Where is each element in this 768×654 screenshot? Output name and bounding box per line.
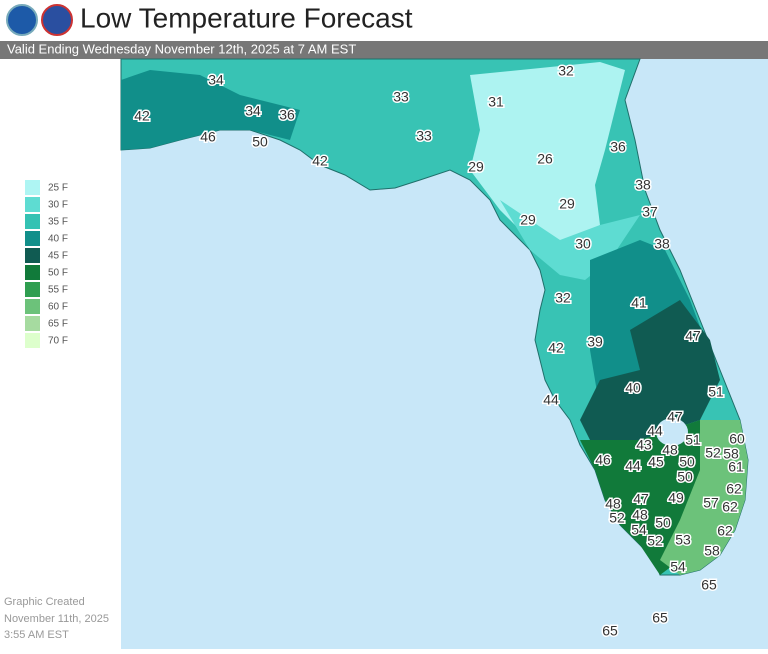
temperature-label: 34 [208,72,224,88]
footer-line: 3:55 AM EST [4,629,69,641]
temperature-label: 54 [670,559,686,575]
temperature-label: 50 [677,469,693,485]
temperature-label: 62 [717,523,733,539]
temperature-label: 48 [605,496,621,512]
legend-swatch [25,248,40,263]
subtitle-bar [0,41,768,59]
subtitle: Valid Ending Wednesday November 12th, 20… [7,41,356,56]
legend-swatch [25,299,40,314]
temperature-label: 60 [729,431,745,447]
temperature-label: 62 [722,499,738,515]
temperature-label: 51 [708,384,724,400]
temperature-label: 38 [654,236,670,252]
temperature-label: 41 [631,295,647,311]
temperature-label: 46 [595,452,611,468]
temperature-label: 50 [679,454,695,470]
temperature-label: 53 [675,532,691,548]
temperature-label: 37 [642,204,658,220]
legend-swatch [25,180,40,195]
temperature-label: 30 [575,236,591,252]
legend-label: 60 F [48,302,68,313]
temperature-label: 50 [655,515,671,531]
footer-line: Graphic Created [4,596,85,608]
nws-logo [41,4,73,36]
temperature-label: 33 [393,89,409,105]
legend-swatch [25,316,40,331]
temperature-label: 32 [558,63,574,79]
legend: 25 F 30 F 35 F 40 F 45 F 50 F 55 F 60 F 65 F 70 F [25,180,68,348]
temperature-label: 58 [704,543,720,559]
temperature-label: 54 [631,522,647,538]
lake-okeechobee [656,418,688,446]
cold-zone [470,62,625,245]
temperature-label: 65 [701,577,717,593]
temperature-label: 62 [726,481,742,497]
legend-label: 25 F [48,183,68,194]
legend-swatch [25,333,40,348]
temperature-label: 61 [728,459,744,475]
legend-label: 30 F [48,200,68,211]
temperature-label: 44 [647,423,663,439]
temperature-label: 42 [548,340,564,356]
legend-label: 35 F [48,217,68,228]
temperature-label: 43 [636,437,652,453]
temperature-label: 44 [543,392,559,408]
legend-label: 45 F [48,251,68,262]
temperature-label: 48 [632,507,648,523]
legend-label: 70 F [48,336,68,347]
temperature-label: 47 [633,491,649,507]
temperature-label: 47 [685,328,701,344]
temperature-label: 33 [416,128,432,144]
temperature-label: 38 [635,177,651,193]
temperature-label: 52 [647,533,663,549]
temperature-label: 48 [662,442,678,458]
temperature-label: 42 [312,153,328,169]
temperature-label: 42 [134,108,150,124]
title: Low Temperature Forecast [80,2,413,33]
east-coast-zone [660,420,748,575]
legend-label: 65 F [48,319,68,330]
temperature-label: 52 [609,510,625,526]
temperature-label: 49 [668,490,684,506]
temperature-label: 44 [625,458,641,474]
legend-swatch [25,265,40,280]
noaa-logo [6,4,38,36]
temperature-label: 46 [200,129,216,145]
temperature-label: 29 [520,212,536,228]
temperature-label: 52 [705,445,721,461]
temperature-label: 40 [625,380,641,396]
temperature-label: 36 [610,139,626,155]
temperature-label: 50 [252,134,268,150]
temperature-label: 45 [648,454,664,470]
legend-label: 40 F [48,234,68,245]
legend-swatch [25,282,40,297]
legend-swatch [25,214,40,229]
temperature-label: 65 [602,623,618,639]
footer-line: November 11th, 2025 [4,613,109,625]
temperature-label: 34 [245,103,261,119]
legend-swatch [25,197,40,212]
lake-zone [580,300,720,440]
temperature-label: 57 [703,495,719,511]
temperature-label: 32 [555,290,571,306]
legend-label: 55 F [48,285,68,296]
temperature-label: 51 [685,432,701,448]
temperature-label: 36 [279,107,295,123]
legend-swatch [25,231,40,246]
temperature-label: 65 [652,610,668,626]
temperature-label: 29 [559,196,575,212]
temperature-label: 31 [488,94,504,110]
coastal-dark-zone [121,70,300,150]
temperature-label: 39 [587,334,603,350]
temperature-label: 26 [537,151,553,167]
temperature-label: 29 [468,159,484,175]
temperature-label: 47 [667,409,683,425]
temperature-label: 58 [723,446,739,462]
legend-label: 50 F [48,268,68,279]
temperature-labels: 34 33 32 31 42 34 36 46 50 33 36 42 26 29 38 29 37 29 30 38… [133,61,747,640]
